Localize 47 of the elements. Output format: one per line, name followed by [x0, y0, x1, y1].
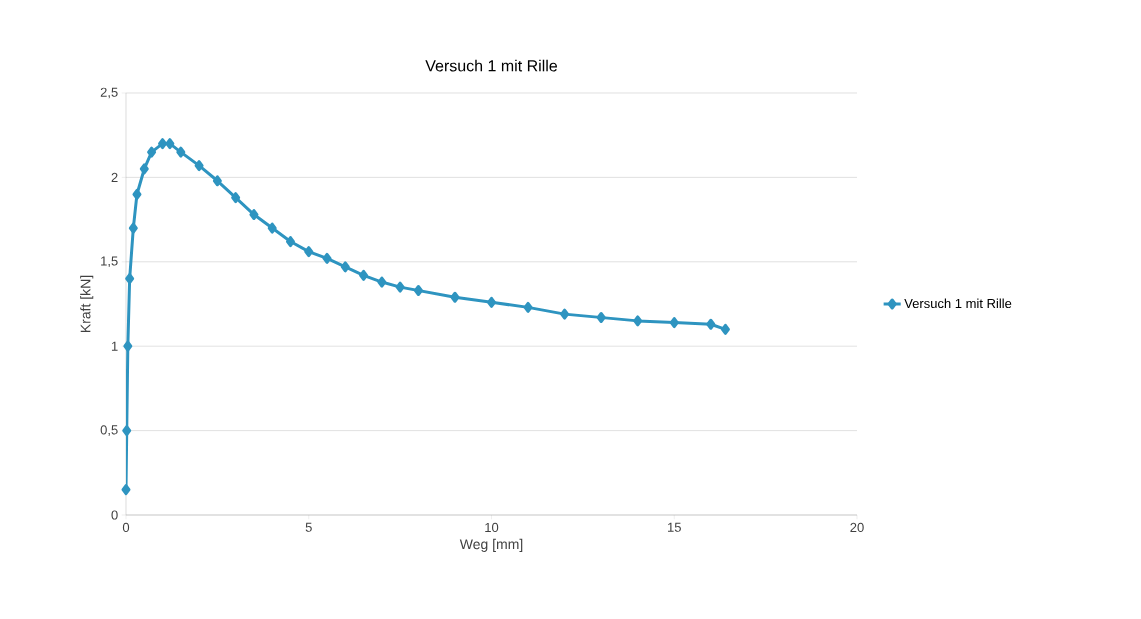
x-tick-label: 20: [850, 522, 864, 533]
point: [669, 317, 679, 329]
y-tick-label: 0: [111, 510, 118, 520]
y-tick-label: 1: [111, 341, 118, 351]
point: [194, 160, 204, 172]
point: [450, 291, 460, 303]
point: [128, 222, 138, 234]
point: [139, 163, 149, 175]
y-tick-label: 2: [111, 172, 118, 182]
point: [377, 276, 387, 288]
point: [633, 315, 643, 327]
point: [560, 308, 570, 320]
point: [359, 269, 369, 281]
point: [523, 301, 533, 313]
point: [395, 281, 405, 293]
y-tick-label: 0,5: [100, 425, 118, 436]
point: [121, 484, 131, 496]
x-tick-label: 5: [305, 522, 312, 532]
point: [123, 340, 133, 352]
point: [267, 222, 277, 234]
point: [249, 209, 259, 221]
x-tick-label: 15: [668, 522, 681, 532]
point: [322, 252, 332, 264]
point: [132, 188, 142, 200]
point: [147, 146, 157, 158]
legend-label: Versuch 1 mit Rille: [904, 298, 1012, 309]
point: [125, 273, 135, 285]
y-tick-label: 2,5: [100, 87, 118, 99]
point: [413, 285, 423, 296]
point: [231, 192, 241, 204]
y-axis-title: Kraft [kN]: [80, 275, 94, 333]
point: [720, 323, 730, 335]
point: [706, 318, 716, 330]
point: [340, 261, 350, 273]
point: [596, 312, 606, 323]
point: [487, 296, 496, 308]
x-tick-label: 0: [122, 522, 130, 533]
x-tick-label: 10: [485, 522, 499, 533]
chart-title: Versuch 1 mit Rille: [425, 59, 558, 72]
point: [122, 425, 132, 437]
x-axis-title: Weg [mm]: [459, 538, 523, 552]
point: [285, 236, 295, 248]
y-tick-label: 1,5: [101, 256, 118, 268]
point: [304, 246, 314, 258]
point: [176, 146, 186, 158]
point: [212, 175, 222, 187]
point: [165, 138, 175, 150]
